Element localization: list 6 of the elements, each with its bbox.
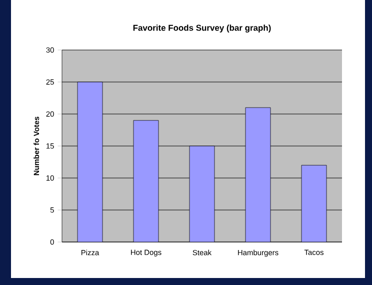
bar [189, 146, 215, 242]
bar [77, 82, 103, 242]
bar [245, 107, 271, 242]
chart-title: Favorite Foods Survey (bar graph) [133, 24, 271, 33]
bar [301, 165, 327, 242]
bar [133, 120, 159, 242]
